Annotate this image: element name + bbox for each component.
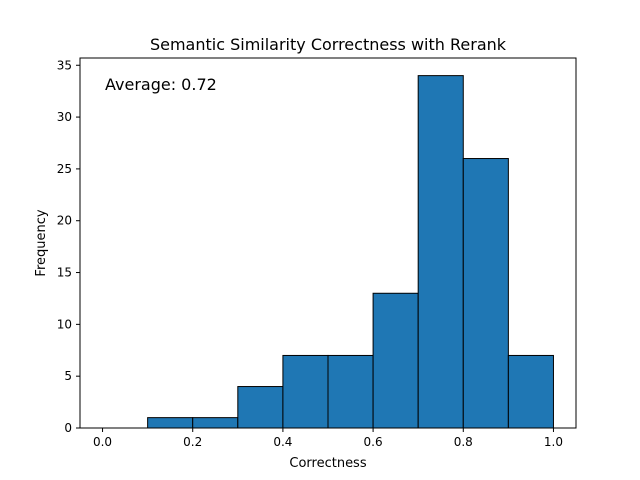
histogram-bar-9 [507,354,554,429]
y-tick-label: 10 [57,317,72,331]
y-tick-label: 5 [64,369,72,383]
y-tick-label: 0 [64,421,72,435]
histogram-bar-2 [192,417,239,429]
x-tick-label: 0.8 [454,435,473,449]
bars-group [147,75,554,429]
x-ticks-group: 0.0 0.2 0.4 0.6 0.8 1.0 [93,428,563,449]
average-annotation: Average: 0.72 [105,75,217,94]
x-tick-label: 0.0 [93,435,112,449]
y-tick-label: 30 [57,110,72,124]
x-axis-label: Correctness [289,456,366,471]
x-tick-label: 1.0 [544,435,563,449]
y-axis-label: Frequency [34,209,49,276]
histogram-bar-6 [372,292,419,429]
histogram-bar-3 [237,386,284,429]
x-tick-label: 0.6 [364,435,383,449]
histogram-bar-7 [417,75,464,429]
chart-title: Semantic Similarity Correctness with Rer… [150,35,507,54]
x-tick-label: 0.2 [183,435,202,449]
histogram-bar-5 [327,354,374,429]
histogram-bar-1 [147,417,194,429]
plot-frame [79,57,577,429]
histogram-bar-8 [462,158,509,429]
histogram-bar-4 [282,354,329,429]
y-tick-label: 35 [57,58,72,72]
y-tick-label: 25 [57,162,72,176]
y-tick-label: 20 [57,214,72,228]
x-tick-label: 0.4 [273,435,292,449]
y-tick-label: 15 [57,266,72,280]
y-ticks-group: 0 5 10 15 20 25 30 35 [57,58,80,435]
